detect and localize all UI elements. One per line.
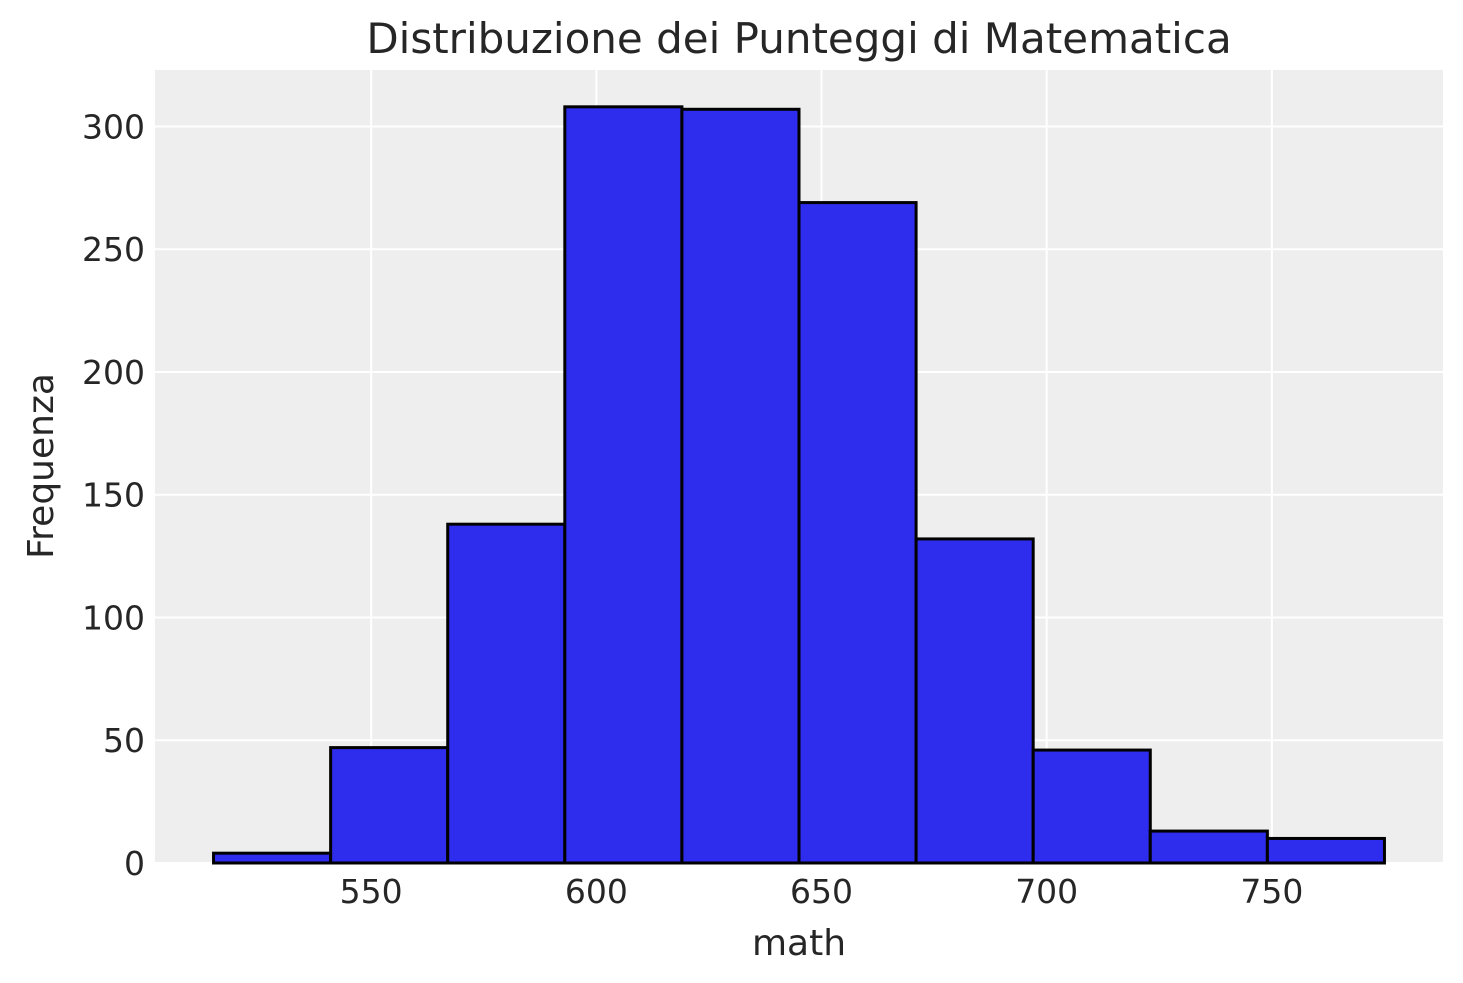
histogram-bar — [1265, 836, 1386, 865]
x-axis-label: math — [752, 923, 846, 964]
histogram-bar — [329, 746, 450, 865]
y-tick-label: 250 — [82, 230, 145, 269]
y-tick-labels: 0 50 100 150 200 250 300 — [82, 107, 145, 883]
y-tick-label: 300 — [82, 107, 145, 146]
x-tick-label: 550 — [340, 872, 403, 911]
x-tick-label: 600 — [565, 872, 628, 911]
histogram-bar — [1148, 829, 1269, 865]
x-tick-label: 750 — [1240, 872, 1303, 911]
histogram-bar — [563, 105, 684, 865]
histogram-bar — [914, 537, 1035, 865]
y-tick-label: 50 — [103, 721, 145, 760]
x-tick-label: 700 — [1015, 872, 1078, 911]
histogram-bar — [212, 851, 333, 865]
chart-title: Distribuzione dei Punteggi di Matematica — [366, 14, 1231, 63]
histogram-bar — [446, 522, 567, 865]
y-tick-label: 0 — [124, 844, 145, 883]
y-tick-label: 150 — [82, 476, 145, 515]
x-tick-label: 650 — [790, 872, 853, 911]
histogram-bars — [212, 105, 1386, 865]
histogram-bar — [680, 107, 801, 865]
y-tick-label: 200 — [82, 353, 145, 392]
y-tick-label: 100 — [82, 598, 145, 637]
y-axis-label: Frequenza — [21, 373, 62, 559]
histogram-bar — [797, 201, 918, 865]
x-tick-labels: 550 600 650 700 750 — [340, 872, 1304, 911]
histogram-bar — [1031, 748, 1152, 865]
